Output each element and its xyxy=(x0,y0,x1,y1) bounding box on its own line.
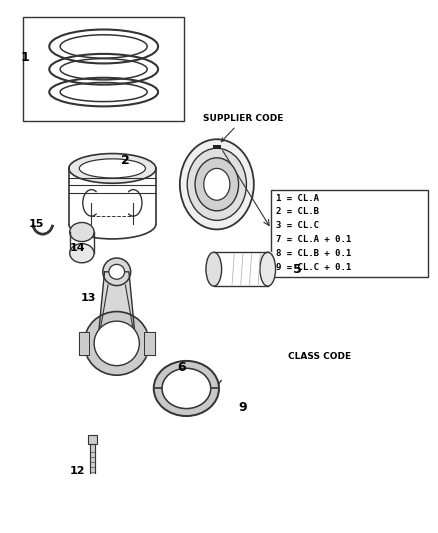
Text: 6: 6 xyxy=(178,361,186,374)
FancyBboxPatch shape xyxy=(271,190,428,277)
Bar xyxy=(215,144,218,149)
Ellipse shape xyxy=(187,148,247,220)
Text: 9 = CL.C + 0.1: 9 = CL.C + 0.1 xyxy=(276,263,352,271)
Ellipse shape xyxy=(103,258,131,286)
Ellipse shape xyxy=(204,168,230,200)
Text: 1 = CL.A: 1 = CL.A xyxy=(276,193,319,203)
Text: 2: 2 xyxy=(121,154,130,167)
Polygon shape xyxy=(154,361,219,389)
Text: 8 = CL.B + 0.1: 8 = CL.B + 0.1 xyxy=(276,249,352,258)
Text: 14: 14 xyxy=(70,243,85,253)
Ellipse shape xyxy=(180,139,254,229)
Ellipse shape xyxy=(70,244,94,263)
Ellipse shape xyxy=(94,321,139,366)
Ellipse shape xyxy=(79,159,145,178)
Ellipse shape xyxy=(70,222,94,241)
Polygon shape xyxy=(99,272,135,335)
Ellipse shape xyxy=(260,252,276,286)
Text: 3 = CL.C: 3 = CL.C xyxy=(276,221,319,230)
Text: 12: 12 xyxy=(70,466,85,475)
Ellipse shape xyxy=(195,158,239,211)
Text: 9: 9 xyxy=(239,400,247,414)
Bar xyxy=(88,434,97,444)
Text: 13: 13 xyxy=(81,293,96,303)
Ellipse shape xyxy=(69,154,156,183)
Bar xyxy=(218,144,221,149)
Text: 1: 1 xyxy=(21,51,30,63)
FancyBboxPatch shape xyxy=(23,17,184,120)
Text: 2 = CL.B: 2 = CL.B xyxy=(276,207,319,216)
Ellipse shape xyxy=(84,312,149,375)
Text: CLASS CODE: CLASS CODE xyxy=(287,352,351,361)
Text: 5: 5 xyxy=(293,263,302,276)
Text: 15: 15 xyxy=(28,219,44,229)
Polygon shape xyxy=(154,389,219,416)
Bar xyxy=(213,144,215,149)
Text: SUPPLIER CODE: SUPPLIER CODE xyxy=(203,115,283,142)
Ellipse shape xyxy=(206,252,222,286)
Ellipse shape xyxy=(109,264,124,279)
Text: 7 = CL.A + 0.1: 7 = CL.A + 0.1 xyxy=(276,235,352,244)
